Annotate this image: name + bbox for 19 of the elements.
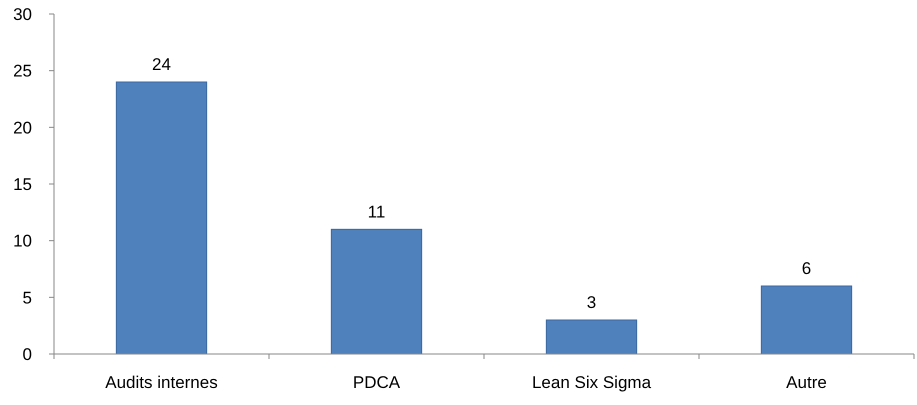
x-tick-label: Autre: [786, 373, 827, 392]
bar: [760, 286, 852, 354]
data-label: 3: [586, 293, 596, 312]
y-tick-label: 20: [13, 118, 32, 138]
y-tick-label: 25: [13, 62, 32, 81]
y-tick-label: 30: [13, 4, 32, 24]
data-label: 24: [152, 55, 171, 74]
bar: [330, 228, 422, 354]
y-tick-label: 5: [22, 288, 32, 308]
x-tick-label: PDCA: [352, 373, 401, 392]
bar: [546, 320, 638, 354]
x-tick-label: Lean Six Sigma: [532, 373, 652, 392]
y-tick-label: 10: [13, 232, 32, 251]
data-label: 6: [802, 259, 812, 278]
x-tick-label: Audits internes: [105, 373, 218, 392]
y-tick-label: 0: [22, 344, 32, 364]
y-tick-label: 15: [13, 174, 32, 194]
data-label: 11: [368, 202, 386, 222]
bar: [116, 82, 208, 354]
